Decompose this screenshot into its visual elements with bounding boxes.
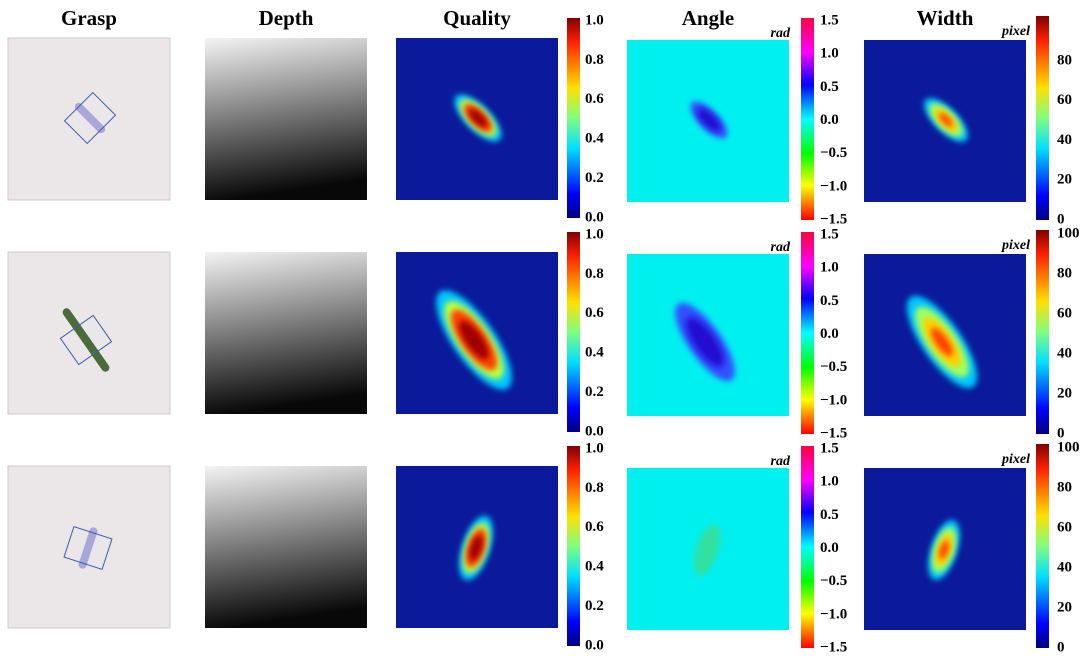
colorbar-tick-label: 1.0	[820, 260, 839, 276]
colorbar-tick-label: 40	[1057, 345, 1072, 361]
column-header: Depth	[259, 6, 314, 30]
colorbar	[567, 446, 580, 646]
colorbar	[567, 18, 580, 218]
colorbar-tick-label: −1.5	[820, 425, 847, 441]
colorbar-tick-label: 0.0	[820, 540, 839, 556]
colorbar-tick-label: −1.0	[820, 392, 847, 408]
colorbar-tick-label: 0.2	[585, 384, 604, 400]
colorbar-tick-label: 80	[1057, 265, 1072, 281]
colorbar-tick-label: 0.8	[585, 480, 604, 496]
colorbar-tick-label: 0.0	[820, 112, 839, 128]
column-header: Grasp	[61, 6, 117, 30]
colorbar-tick-label: −0.5	[820, 145, 847, 161]
colorbar-tick-label: −0.5	[820, 573, 847, 589]
grasp-image	[8, 252, 170, 414]
colorbar-tick-label: 20	[1057, 385, 1072, 401]
width-unit: pixel	[1001, 238, 1030, 253]
colorbar-tick-label: −1.0	[820, 178, 847, 194]
colorbar-tick-label: 60	[1057, 519, 1072, 535]
colorbar-tick-label: −1.0	[820, 606, 847, 622]
column-header: Quality	[443, 6, 511, 30]
colorbar	[1036, 444, 1049, 648]
colorbar-tick-label: 0.5	[820, 507, 839, 523]
colorbar-tick-label: 0.4	[585, 131, 604, 147]
colorbar-tick-label: 1.0	[585, 12, 604, 28]
depth-image	[205, 252, 367, 414]
column-header: Angle	[682, 6, 735, 30]
width-unit: pixel	[1001, 24, 1030, 39]
colorbar-tick-label: 60	[1057, 305, 1072, 321]
colorbar-tick-label: −0.5	[820, 359, 847, 375]
colorbar-tick-label: 1.5	[820, 12, 839, 28]
colorbar-tick-label: 60	[1057, 92, 1072, 108]
colorbar	[1036, 16, 1049, 220]
depth-image	[205, 38, 367, 200]
colorbar	[801, 18, 814, 220]
colorbar-tick-label: 80	[1057, 52, 1072, 68]
colorbar-tick-label: 1.0	[585, 440, 604, 456]
colorbar	[801, 446, 814, 648]
colorbar-tick-label: 0.6	[585, 91, 604, 107]
colorbar-tick-label: 0.4	[585, 559, 604, 575]
angle-unit: rad	[771, 454, 791, 469]
colorbar-tick-label: 0.0	[820, 326, 839, 342]
colorbar-tick-label: 0.2	[585, 598, 604, 614]
colorbar-tick-label: 1.5	[820, 226, 839, 242]
colorbar-tick-label: −1.5	[820, 639, 847, 655]
colorbar-tick-label: 40	[1057, 132, 1072, 148]
colorbar-tick-label: 0	[1057, 639, 1065, 655]
column-header: Width	[917, 6, 974, 30]
colorbar-tick-label: 1.5	[820, 440, 839, 456]
colorbar-tick-label: 0.5	[820, 79, 839, 95]
colorbar	[1036, 230, 1049, 434]
colorbar-tick-label: 100	[1057, 225, 1080, 241]
colorbar-tick-label: 20	[1057, 172, 1072, 188]
colorbar-tick-label: 0.5	[820, 293, 839, 309]
colorbar-tick-label: 80	[1057, 479, 1072, 495]
width-unit: pixel	[1001, 452, 1030, 467]
colorbar-tick-label: 0.4	[585, 345, 604, 361]
colorbar-tick-label: 0.6	[585, 305, 604, 321]
depth-image	[205, 466, 367, 628]
colorbar	[567, 232, 580, 432]
colorbar-tick-label: 0.8	[585, 52, 604, 68]
colorbar-tick-label: 100	[1057, 439, 1080, 455]
colorbar-tick-label: 0.0	[585, 637, 604, 653]
colorbar-tick-label: 1.0	[585, 226, 604, 242]
angle-unit: rad	[771, 240, 791, 255]
colorbar-tick-label: 0.6	[585, 519, 604, 535]
colorbar-tick-label: 20	[1057, 599, 1072, 615]
colorbar-tick-label: 0.2	[585, 170, 604, 186]
colorbar-tick-label: 1.0	[820, 46, 839, 62]
colorbar	[801, 232, 814, 434]
figure: Grasp Depth Quality Angle Width 1.0 0.8 0.6 0.4 0…	[0, 0, 1086, 659]
colorbar-tick-label: 40	[1057, 559, 1072, 575]
colorbar-tick-label: 1.0	[820, 474, 839, 490]
colorbar-tick-label: 0.0	[585, 423, 604, 439]
colorbar-tick-label: 0.8	[585, 266, 604, 282]
colorbar-tick-label: −1.5	[820, 211, 847, 227]
colorbar-tick-label: 0.0	[585, 209, 604, 225]
angle-unit: rad	[771, 26, 791, 41]
